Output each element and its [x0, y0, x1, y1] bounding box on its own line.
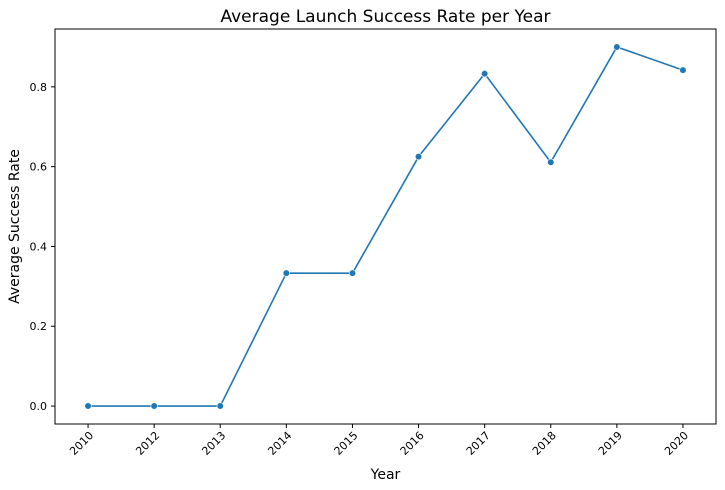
series-points	[84, 43, 687, 410]
data-point	[613, 43, 621, 51]
x-tick-label: 2012	[133, 429, 162, 458]
y-tick-label: 0.6	[30, 161, 48, 174]
x-tick-label: 2015	[332, 429, 361, 458]
x-tick-label: 2020	[662, 429, 691, 458]
x-tick-label: 2019	[596, 429, 625, 458]
y-tick-label: 0.2	[30, 320, 48, 333]
data-point	[216, 402, 224, 410]
data-point	[84, 402, 92, 410]
data-point	[282, 269, 290, 277]
plot-area	[54, 28, 717, 425]
data-point	[348, 269, 357, 277]
data-point	[414, 153, 423, 161]
y-axis: 0.0 0.2 0.4 0.6 0.8	[30, 81, 55, 413]
x-axis: 2010 2012 2013 2014 2015 2016 2017 2018 2019 2020	[67, 424, 691, 458]
y-tick-label: 0.4	[30, 240, 48, 253]
x-tick-label: 2017	[464, 429, 493, 458]
data-point	[679, 66, 687, 74]
y-tick-label: 0.8	[30, 81, 48, 94]
chart-title: Average Launch Success Rate per Year	[220, 7, 550, 27]
x-tick-label: 2014	[265, 429, 294, 458]
data-point	[150, 402, 158, 410]
series-line	[88, 46, 684, 407]
data-point	[547, 158, 555, 166]
x-axis-label: Year	[370, 467, 401, 483]
x-tick-label: 2018	[530, 429, 559, 458]
x-tick-label: 2010	[67, 429, 96, 458]
y-axis-label: Average Success Rate	[7, 149, 23, 304]
data-point	[481, 70, 489, 78]
x-tick-label: 2013	[199, 429, 228, 458]
y-tick-label: 0.0	[30, 400, 48, 413]
x-tick-label: 2016	[398, 429, 427, 458]
